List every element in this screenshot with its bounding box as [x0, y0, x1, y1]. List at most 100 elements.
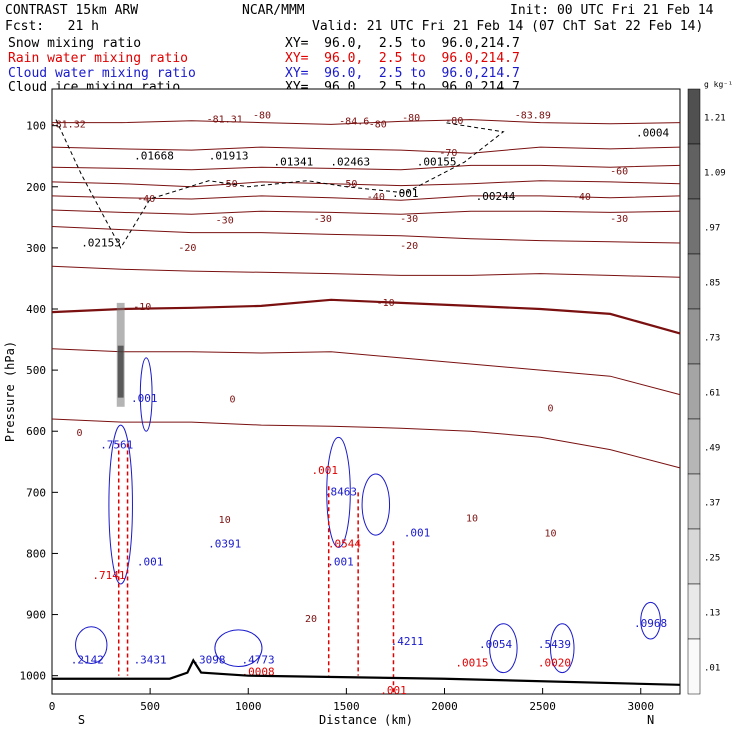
- x-tick-label: 2000: [431, 700, 458, 713]
- isotherm-label: -83.89: [515, 110, 551, 121]
- isotherm-10: [51, 348, 681, 396]
- isotherm-label: -80: [253, 110, 271, 121]
- maximum-value-label: .7561: [100, 438, 133, 451]
- maximum-value-label: .2142: [71, 653, 104, 666]
- cloud-water-contour: [640, 601, 661, 640]
- maximum-value-label: .00155: [417, 155, 457, 168]
- colorbar-segment: [687, 253, 701, 310]
- colorbar-tick-label: .13: [704, 609, 720, 619]
- colorbar-tick-label: .25: [704, 554, 720, 564]
- isotherm--50: [51, 180, 681, 188]
- isotherm-label: 0: [76, 428, 82, 439]
- field-xy-cloudwater: XY= 96.0, 2.5 to 96.0,214.7: [285, 66, 520, 81]
- maximum-value-label: .001: [404, 526, 431, 539]
- y-tick-label: 1000: [20, 670, 47, 683]
- x-axis-label: Distance (km): [319, 713, 413, 727]
- field-xy-rain: XY= 96.0, 2.5 to 96.0,214.7: [285, 51, 520, 66]
- isotherm--10: [51, 265, 681, 278]
- colorbar-tick-label: .85: [704, 279, 720, 289]
- isotherm-label: -50: [339, 179, 357, 190]
- isotherm-label: -81.31: [207, 115, 243, 126]
- x-tick-label: 1500: [333, 700, 360, 713]
- colorbar-segment: [687, 473, 701, 530]
- maximum-value-label: .02153: [81, 237, 121, 250]
- isotherm-label: -80: [369, 120, 387, 131]
- isotherm-label: 10: [219, 515, 231, 526]
- x-tick-label: 500: [140, 700, 160, 713]
- y-axis-label: Pressure (hPa): [3, 341, 17, 442]
- cloud-water-contour: [214, 629, 263, 668]
- x-tick-label: 0: [49, 700, 56, 713]
- maximum-value-label: .0054: [479, 638, 512, 651]
- isotherm-label: -80: [402, 113, 420, 124]
- cloud-water-contour: [489, 623, 518, 674]
- cloud-ice-contour: [55, 119, 505, 249]
- colorbar-segment: [687, 143, 701, 200]
- maximum-value-label: .02463: [330, 155, 370, 168]
- center-title: NCAR/MMM: [242, 3, 305, 18]
- y-tick-label: 600: [26, 425, 46, 438]
- isotherm-label: -70: [439, 148, 457, 159]
- isotherm-label: 0: [547, 404, 553, 415]
- cloud-water-contour: [326, 436, 351, 548]
- isotherm-label: -80: [445, 116, 463, 127]
- terrain-line: [52, 658, 681, 686]
- model-title: CONTRAST 15km ARW: [5, 3, 139, 18]
- isotherm-label: 0: [230, 395, 236, 406]
- maximum-value-label: .8463: [324, 485, 357, 498]
- cloud-water-contour: [549, 623, 575, 674]
- colorbar-tick-label: .61: [704, 389, 720, 399]
- y-tick-label: 800: [26, 547, 46, 560]
- field-name-rain: Rain water mixing ratio: [8, 51, 189, 66]
- isotherm-0: [51, 298, 681, 335]
- isotherm--40: [51, 195, 681, 201]
- colorbar-tick-label: .49: [704, 444, 720, 454]
- maximum-value-label: .0015: [455, 657, 488, 670]
- cloud-water-contour: [108, 424, 133, 585]
- colorbar-unit: g kg⁻¹: [704, 80, 733, 89]
- isotherm-label: -60: [610, 167, 628, 178]
- colorbar-segment: [687, 528, 701, 585]
- isotherm-label: -10: [133, 302, 151, 313]
- maximum-value-label: .01668: [134, 149, 174, 162]
- convective-core-dark: [117, 345, 124, 398]
- y-tick-label: 300: [26, 242, 46, 255]
- y-tick-label: 200: [26, 181, 46, 194]
- y-tick-label: 500: [26, 364, 46, 377]
- maximum-value-label: .01913: [209, 149, 249, 162]
- maximum-value-label: .4211: [391, 635, 424, 648]
- maximum-value-label: .0020: [538, 657, 571, 670]
- maximum-value-label: .0391: [208, 537, 241, 550]
- isotherm--30: [51, 209, 681, 215]
- isotherm-label: -10: [377, 298, 395, 309]
- isotherm-label: -30: [400, 214, 418, 225]
- y-tick-label: 900: [26, 609, 46, 622]
- maximum-value-label: .001: [392, 187, 419, 200]
- colorbar-tick-label: 1.09: [704, 169, 726, 179]
- isotherm-label: -20: [400, 241, 418, 252]
- x-tick-label: 1000: [235, 700, 262, 713]
- maximum-value-label: .001: [137, 556, 164, 569]
- isotherm-20: [51, 418, 681, 469]
- colorbar-segment: [687, 638, 701, 695]
- colorbar-tick-label: .97: [704, 224, 720, 234]
- isotherm-label: -81.32: [50, 120, 86, 131]
- colorbar-segment: [687, 308, 701, 365]
- forecast-hour: Fcst: 21 h: [5, 19, 99, 34]
- colorbar-segment: [687, 198, 701, 255]
- maximum-value-label: .00244: [476, 190, 516, 203]
- maximum-value-label: .001: [131, 392, 158, 405]
- maximum-value-label: .001: [327, 556, 354, 569]
- plot-frame: [51, 88, 681, 695]
- isotherm-label: -50: [220, 179, 238, 190]
- isotherm-label: -84.6: [339, 116, 369, 127]
- isotherm-label: -20: [178, 243, 196, 254]
- cloud-water-contour: [75, 626, 108, 664]
- maximum-value-label: .01341: [274, 155, 314, 168]
- colorbar-segment: [687, 418, 701, 475]
- maximum-value-label: .4773: [242, 653, 275, 666]
- colorbar-tick-label: .73: [704, 334, 720, 344]
- maximum-value-label: .001: [312, 464, 339, 477]
- isotherm-label: -40: [137, 194, 155, 205]
